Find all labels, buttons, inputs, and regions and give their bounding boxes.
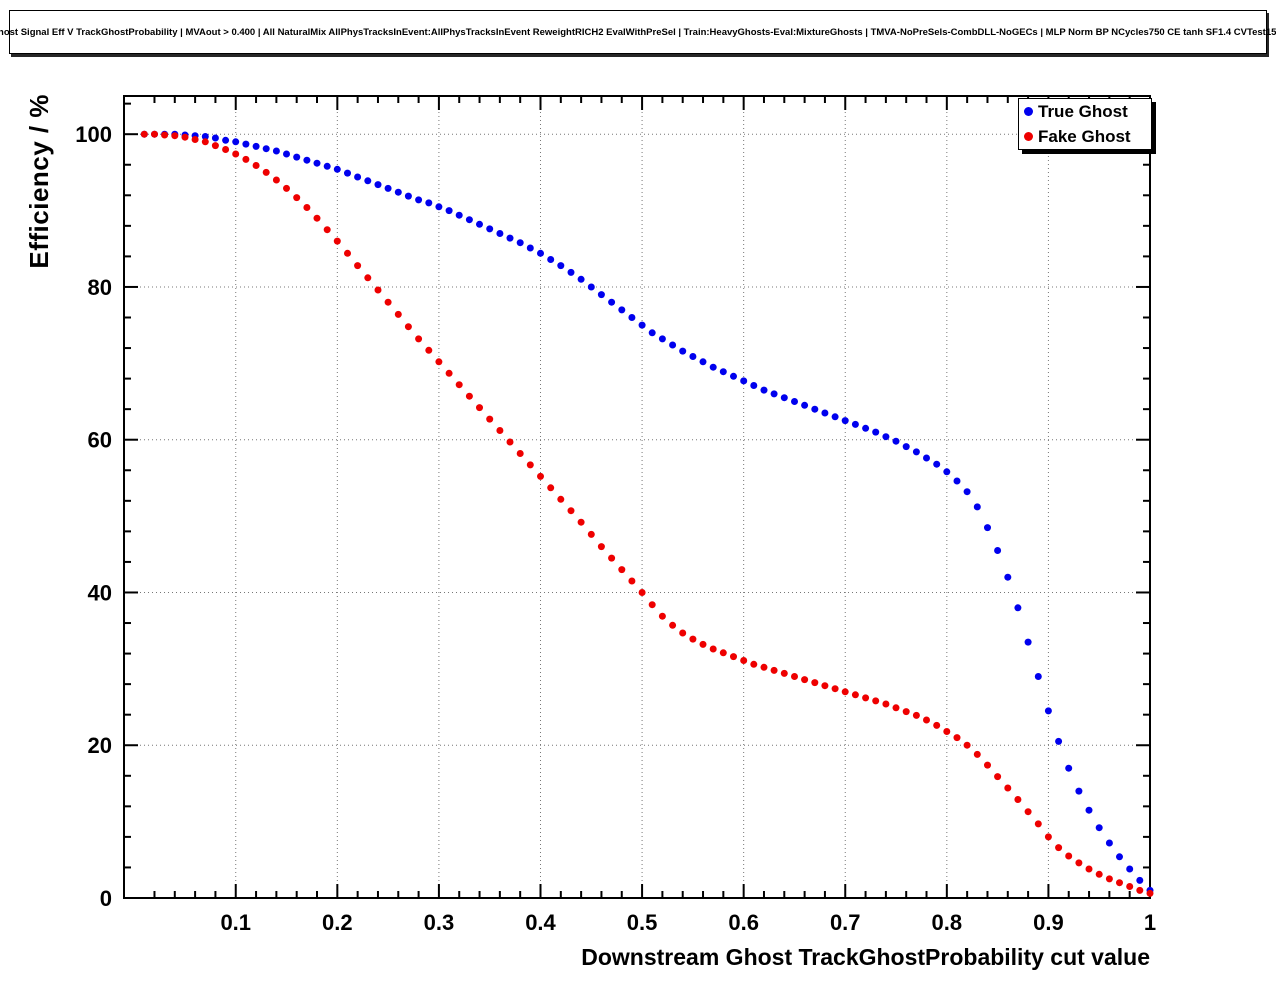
legend-item-true-ghost: True Ghost [1019, 99, 1151, 124]
tick-labels: 0.1 0.2 0.3 0.4 0.5 0.6 0.7 0.8 0.9 1 0 20 40 60 80 100 [75, 122, 1156, 935]
legend-item-fake-ghost: Fake Ghost [1019, 124, 1151, 149]
legend-label-true-ghost: True Ghost [1038, 101, 1128, 121]
svg-text:80: 80 [88, 275, 112, 300]
series-fake-ghost [140, 130, 1154, 897]
svg-text:60: 60 [88, 428, 112, 453]
svg-text:0.7: 0.7 [830, 910, 861, 935]
svg-text:0.6: 0.6 [728, 910, 759, 935]
series-true-ghost [140, 130, 1154, 894]
axis-ticks [124, 96, 1151, 899]
plot-title-bar: Downstream Ghost Signal Eff V TrackGhost… [0, 10, 1276, 54]
svg-text:0.4: 0.4 [525, 910, 556, 935]
legend: True Ghost Fake Ghost [1018, 98, 1152, 150]
svg-text:0.1: 0.1 [220, 910, 251, 935]
svg-text:0: 0 [100, 886, 112, 911]
svg-text:0.8: 0.8 [932, 910, 963, 935]
x-axis-title: Downstream Ghost TrackGhostProbability c… [581, 944, 1150, 970]
true-ghost-marker-icon [1024, 107, 1033, 116]
svg-text:0.9: 0.9 [1033, 910, 1064, 935]
y-axis-title: Efficiency / % [24, 94, 54, 269]
svg-text:0.2: 0.2 [322, 910, 353, 935]
svg-text:100: 100 [75, 122, 112, 147]
legend-label-fake-ghost: Fake Ghost [1038, 126, 1131, 146]
svg-text:40: 40 [88, 580, 112, 605]
svg-text:20: 20 [88, 733, 112, 758]
svg-text:1: 1 [1144, 910, 1156, 935]
svg-text:0.5: 0.5 [627, 910, 658, 935]
svg-text:0.3: 0.3 [424, 910, 455, 935]
fake-ghost-marker-icon [1024, 132, 1033, 141]
plot-title-text: Downstream Ghost Signal Eff V TrackGhost… [0, 26, 1276, 38]
plot-frame [123, 95, 1151, 899]
